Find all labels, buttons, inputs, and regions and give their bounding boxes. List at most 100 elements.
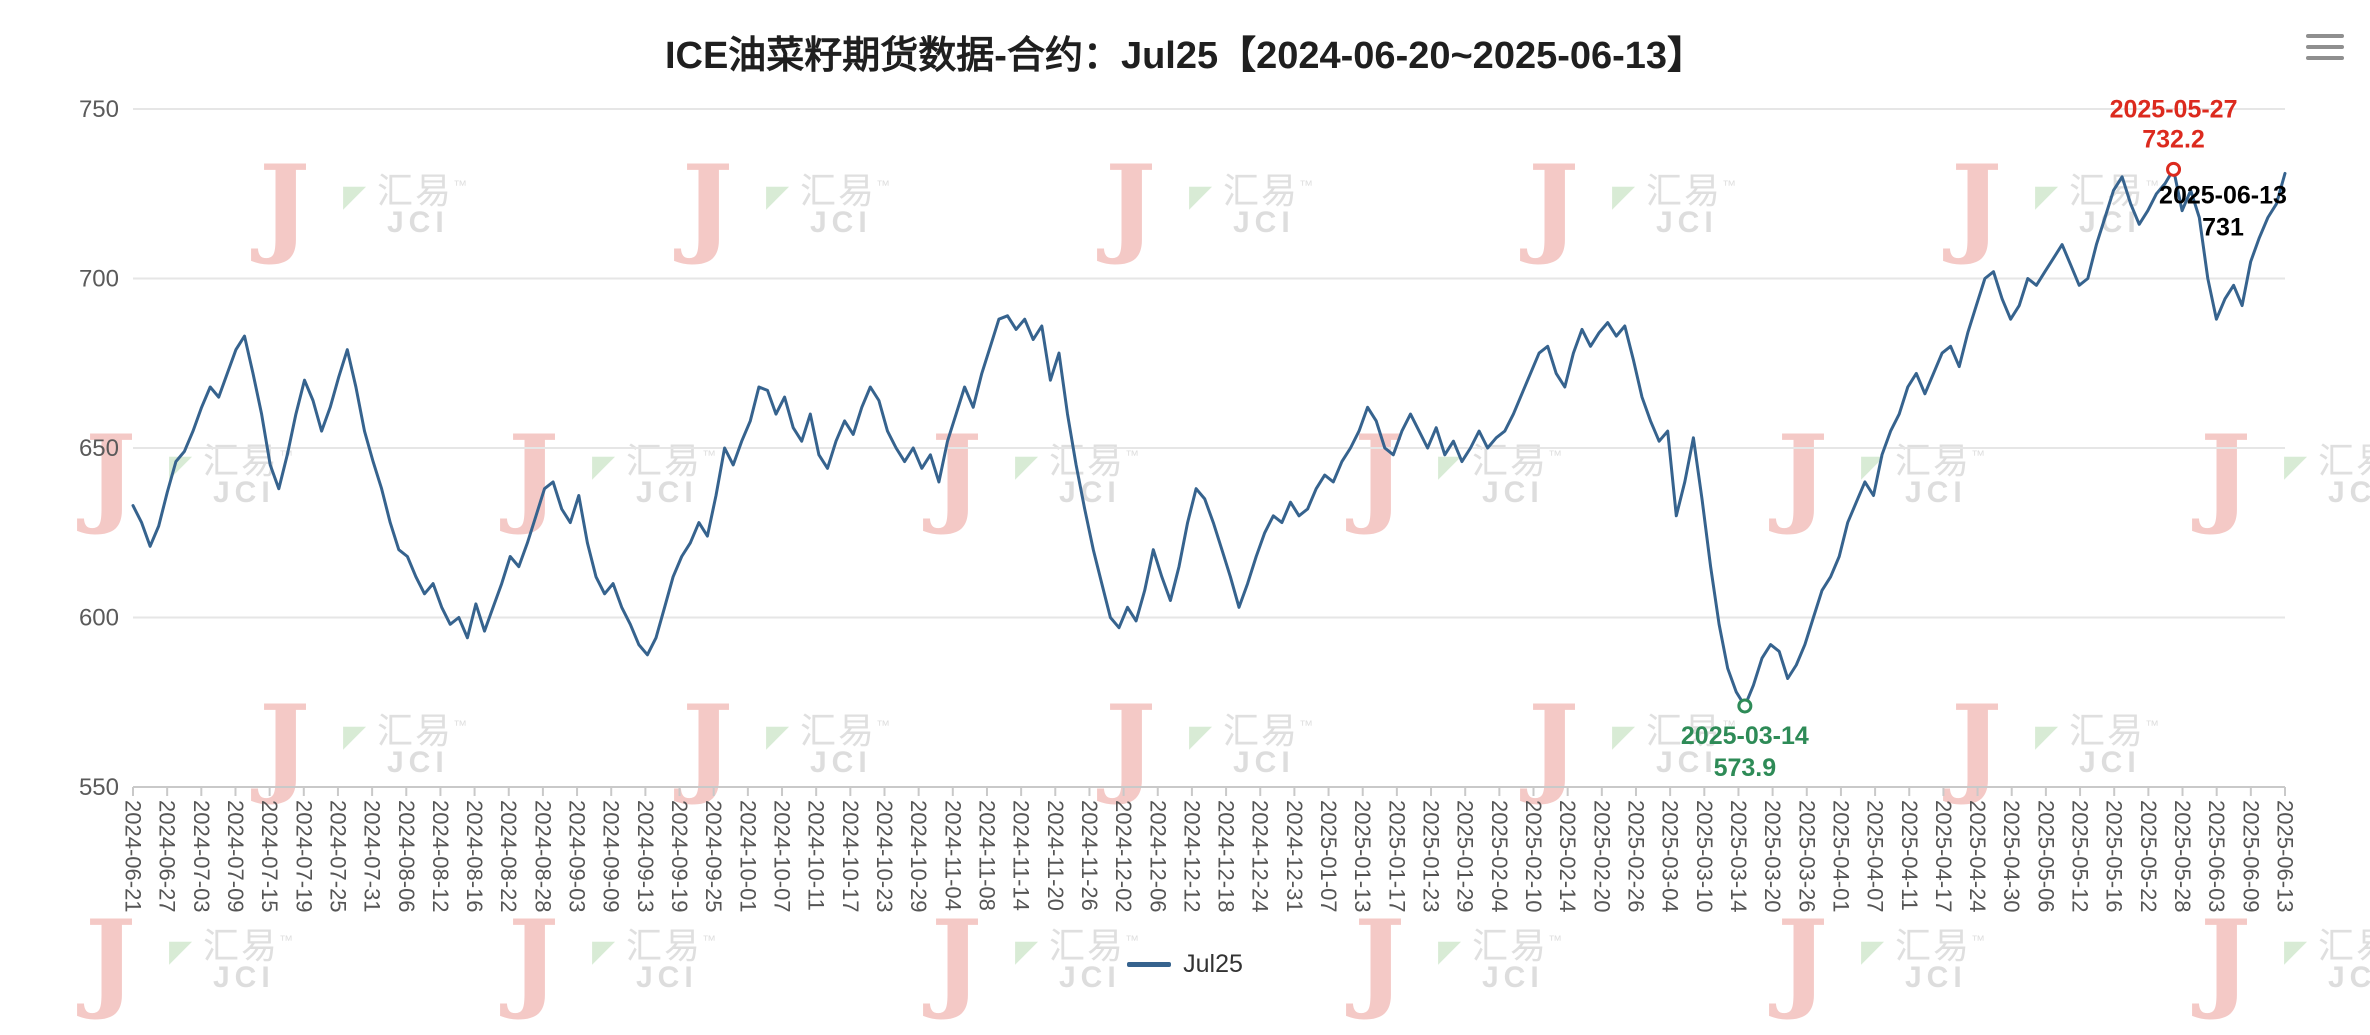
x-axis-label: 2024-11-04: [940, 800, 965, 911]
watermark-triangle-icon: ◤: [766, 720, 790, 753]
x-axis-label: 2025-05-06: [2033, 800, 2058, 913]
watermark-en-text: JCI: [1233, 746, 1295, 779]
watermark-j-letter: J: [1354, 897, 1406, 1023]
watermark-en-text: JCI: [1656, 746, 1718, 779]
legend-jul25[interactable]: Jul25: [0, 950, 2370, 979]
x-axis-label: 2025-04-24: [1965, 800, 1990, 913]
x-axis-label: 2024-12-24: [1248, 800, 1273, 913]
watermark-en-text: JCI: [1059, 961, 1121, 994]
watermark-en-text: JCI: [387, 746, 449, 779]
annotation-marker-trough: [1737, 698, 1753, 714]
series-line-jul25[interactable]: [131, 167, 2287, 708]
annotation-value-peak: 732.2: [2142, 125, 2205, 153]
watermark-j-letter: J: [1777, 897, 1829, 1023]
x-axis-label: 2024-10-07: [770, 800, 795, 913]
x-axis-label: 2025-05-28: [2170, 800, 2195, 913]
x-axis-label: 2025-06-09: [2238, 800, 2263, 913]
x-axis-label: 2025-02-26: [1623, 800, 1648, 913]
watermark-en-text: JCI: [636, 476, 698, 509]
watermark-en-text: JCI: [2328, 476, 2370, 509]
x-axis-label: 2025-03-10: [1692, 800, 1717, 913]
y-axis-label: 600: [79, 605, 119, 632]
x-axis-label: 2025-03-04: [1658, 800, 1683, 913]
menu-icon[interactable]: [2306, 34, 2344, 67]
watermark-cn-text: 汇易™: [1646, 710, 1739, 751]
x-axis-label: 2024-07-31: [360, 800, 385, 913]
watermark-en-text: JCI: [1905, 961, 1967, 994]
x-axis-label: 2025-03-20: [1760, 800, 1785, 913]
watermark-triangle-icon: ◤: [343, 180, 367, 213]
x-axis-label: 2024-07-03: [189, 800, 214, 913]
x-axis-label: 2025-04-11: [1897, 800, 1922, 911]
y-axis-label: 700: [79, 266, 119, 293]
watermark-cn-text: 汇易™: [1223, 710, 1316, 751]
x-axis-label: 2024-10-29: [906, 800, 931, 913]
x-axis-label: 2024-11-14: [1009, 800, 1034, 911]
watermark-j-letter: J: [682, 682, 734, 808]
x-axis-label: 2025-01-17: [1384, 800, 1409, 913]
menu-bar-icon: [2306, 56, 2344, 60]
x-axis-label: 2025-02-10: [1521, 800, 1546, 913]
x-axis-label: 2024-11-20: [1043, 800, 1068, 911]
watermark-en-text: JCI: [1482, 961, 1544, 994]
watermark-cn-text: 汇易™: [800, 170, 893, 211]
watermark-triangle-icon: ◤: [1438, 450, 1462, 483]
watermark-triangle-icon: ◤: [592, 935, 616, 968]
watermark-j-letter: J: [508, 897, 560, 1023]
watermark-cn-text: 汇易™: [1646, 170, 1739, 211]
x-axis-label: 2025-03-14: [1726, 800, 1751, 913]
x-axis-label: 2025-04-17: [1931, 800, 1956, 913]
watermark-en-text: JCI: [1059, 476, 1121, 509]
x-axis-label: 2025-06-03: [2204, 800, 2229, 913]
x-axis-label: 2024-09-03: [565, 800, 590, 913]
watermark-j-letter: J: [259, 682, 311, 808]
watermark-triangle-icon: ◤: [1189, 180, 1213, 213]
watermark-j-letter: J: [1105, 682, 1157, 808]
watermark-cn-text: 汇易™: [377, 710, 470, 751]
annotation-marker-peak: [2166, 161, 2182, 177]
x-axis-label: 2024-12-12: [1179, 800, 1204, 913]
x-axis-label: 2024-10-17: [838, 800, 863, 913]
watermark-en-text: JCI: [213, 961, 275, 994]
watermark-en-text: JCI: [213, 476, 275, 509]
watermark-en-text: JCI: [636, 961, 698, 994]
watermark-triangle-icon: ◤: [2284, 450, 2308, 483]
x-axis-label: 2024-09-25: [701, 800, 726, 913]
x-axis-label: 2025-06-13: [2273, 800, 2298, 913]
y-axis-label: 750: [79, 96, 119, 123]
x-axis-label: 2024-11-08: [974, 800, 999, 911]
x-axis-label: 2024-06-27: [155, 800, 180, 913]
watermark-cn-text: 汇易™: [1472, 440, 1565, 481]
x-axis-label: 2025-01-29: [1453, 800, 1478, 913]
x-axis-label: 2024-08-06: [394, 800, 419, 913]
watermark-triangle-icon: ◤: [1015, 450, 1039, 483]
x-axis-label: 2025-05-22: [2136, 800, 2161, 913]
y-axis-label: 650: [79, 435, 119, 462]
watermark-j-letter: J: [2200, 897, 2252, 1023]
watermark-triangle-icon: ◤: [766, 180, 790, 213]
annotation-value-latest: 731: [2202, 213, 2244, 241]
x-axis-label: 2024-08-28: [530, 800, 555, 913]
watermark-cn-text: 汇易™: [2069, 710, 2162, 751]
legend-label: Jul25: [1183, 950, 1243, 978]
x-axis-label: 2024-08-12: [428, 800, 453, 913]
x-axis-label: 2024-06-21: [121, 800, 146, 913]
x-axis-label: 2024-12-06: [1145, 800, 1170, 913]
watermark-triangle-icon: ◤: [1438, 935, 1462, 968]
watermark-triangle-icon: ◤: [169, 935, 193, 968]
x-axis-label: 2024-09-09: [599, 800, 624, 913]
